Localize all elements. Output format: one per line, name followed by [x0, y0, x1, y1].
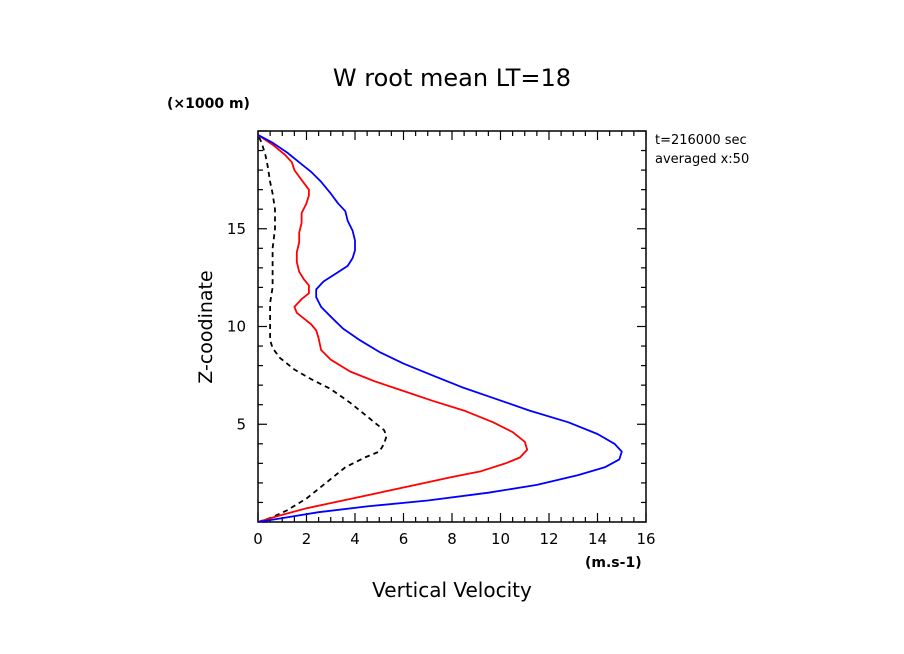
x-tick-label: 0 — [253, 530, 263, 548]
annotation-time: t=216000 sec — [655, 133, 747, 148]
series-line-3 — [257, 134, 623, 523]
x-tick-label: 10 — [491, 530, 510, 548]
chart-title: W root mean LT=18 — [333, 64, 571, 92]
series-line-1 — [257, 134, 388, 523]
series-layer — [257, 134, 623, 523]
y-tick-label: 15 — [227, 220, 246, 238]
y-tick-label: 5 — [236, 415, 246, 433]
x-tick-label: 14 — [588, 530, 607, 548]
x-tick-label: 8 — [447, 530, 457, 548]
axis-ticks: 0 2 4 6 8 10 12 14 16 5 10 15 — [227, 130, 656, 548]
y-unit-label: (×1000 m) — [167, 96, 250, 112]
x-axis-label: Vertical Velocity — [372, 578, 532, 602]
series-line-2 — [257, 134, 529, 523]
x-tick-label: 6 — [399, 530, 409, 548]
x-unit-label: (m.s-1) — [585, 555, 642, 571]
x-tick-label: 16 — [636, 530, 655, 548]
y-axis-label: Z-coodinate — [195, 270, 217, 383]
x-tick-label: 2 — [302, 530, 312, 548]
annotation-average: averaged x:50 — [655, 152, 749, 167]
plot-frame — [257, 130, 647, 523]
x-tick-label: 12 — [539, 530, 558, 548]
x-tick-label: 4 — [350, 530, 360, 548]
y-tick-label: 10 — [227, 318, 246, 336]
